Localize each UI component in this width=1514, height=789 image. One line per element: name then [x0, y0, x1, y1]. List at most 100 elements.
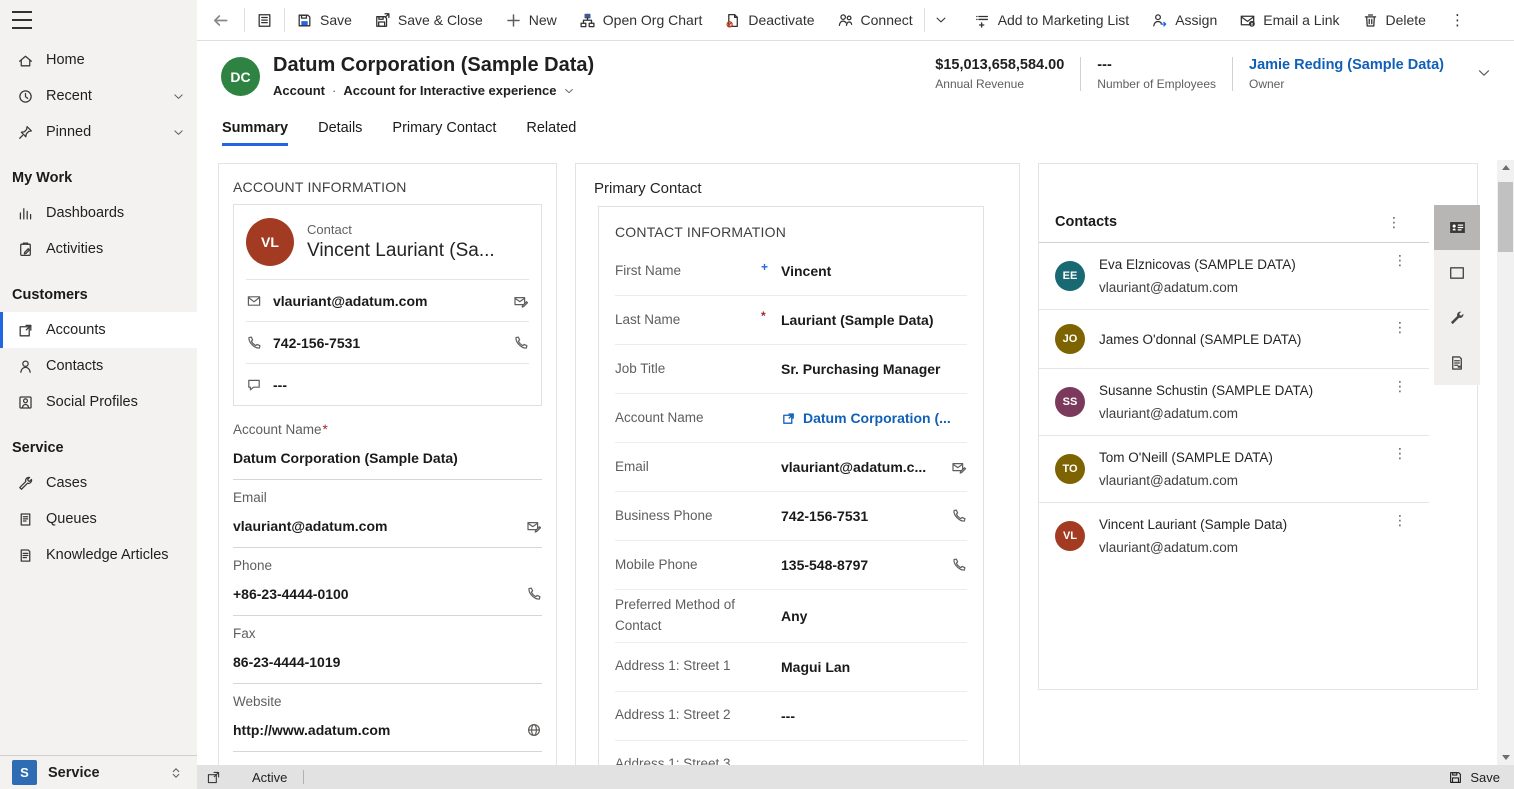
- more-vertical-icon[interactable]: ⋮: [1393, 512, 1407, 528]
- field-mobile-phone[interactable]: Mobile Phone 135-548-8797: [615, 541, 967, 590]
- globe-icon[interactable]: [526, 722, 542, 738]
- tab-related[interactable]: Related: [526, 120, 577, 136]
- field-value[interactable]: Any: [781, 607, 808, 624]
- sidebar-item-queues[interactable]: Queues: [0, 501, 197, 537]
- field-value[interactable]: vlauriant@adatum.com: [233, 518, 388, 534]
- save-button[interactable]: Save: [285, 0, 363, 40]
- contact-email[interactable]: vlauriant@adatum.com: [1099, 540, 1239, 555]
- sidebar-item-social-profiles[interactable]: Social Profiles: [0, 384, 197, 420]
- tab-primary-contact[interactable]: Primary Contact: [392, 120, 497, 136]
- chevron-down-icon[interactable]: [563, 85, 575, 97]
- field-value[interactable]: Datum Corporation (Sample Data): [233, 450, 458, 466]
- tab-summary[interactable]: Summary: [222, 120, 289, 146]
- more-vertical-icon[interactable]: ⋮: [1393, 252, 1407, 268]
- delete-button[interactable]: Delete: [1351, 0, 1437, 40]
- scroll-down-icon[interactable]: [1497, 750, 1514, 765]
- contact-list-item[interactable]: TO Tom O'Neill (SAMPLE DATA) vlauriant@a…: [1039, 436, 1429, 503]
- area-switcher-icon[interactable]: [169, 766, 183, 780]
- field-account-name[interactable]: Account Name* Datum Corporation (Sample …: [233, 412, 542, 480]
- chevron-down-icon[interactable]: [172, 126, 185, 139]
- expand-icon[interactable]: [206, 770, 221, 785]
- send-email-icon[interactable]: [526, 518, 542, 534]
- field-email[interactable]: Email vlauriant@adatum.c...: [615, 443, 967, 492]
- send-email-icon[interactable]: [951, 459, 967, 475]
- contact-name[interactable]: Tom O'Neill (SAMPLE DATA): [1099, 450, 1273, 465]
- collapse-header-chevron[interactable]: [1476, 65, 1492, 81]
- field-value[interactable]: Lauriant (Sample Data): [781, 312, 934, 328]
- field-value[interactable]: 742-156-7531: [781, 508, 869, 524]
- contact-name[interactable]: James O'donnal (SAMPLE DATA): [1099, 331, 1302, 347]
- contact-list-item[interactable]: VL Vincent Lauriant (Sample Data) vlauri…: [1039, 503, 1429, 569]
- more-vertical-icon[interactable]: ⋮: [1393, 445, 1407, 461]
- sidebar-item-pinned[interactable]: Pinned: [0, 114, 197, 150]
- tools-tab[interactable]: [1434, 295, 1480, 340]
- hamburger-icon[interactable]: [12, 11, 32, 29]
- field-value[interactable]: http://www.adatum.com: [233, 722, 391, 738]
- field-value[interactable]: 135-548-8797: [781, 557, 869, 573]
- contact-name[interactable]: Eva Elznicovas (SAMPLE DATA): [1099, 257, 1296, 272]
- phone-icon[interactable]: [526, 586, 542, 602]
- sidebar-item-dashboards[interactable]: Dashboards: [0, 195, 197, 231]
- sidebar-item-cases[interactable]: Cases: [0, 465, 197, 501]
- more-vertical-icon[interactable]: ⋮: [1387, 214, 1401, 230]
- field-value[interactable]: Magui Lan: [781, 658, 851, 675]
- open-org-chart-button[interactable]: Open Org Chart: [568, 0, 714, 40]
- field-last-name[interactable]: Last Name * Lauriant (Sample Data): [615, 296, 967, 345]
- footer-save-button[interactable]: Save: [1448, 770, 1500, 785]
- contact-list-item[interactable]: SS Susanne Schustin (SAMPLE DATA) vlauri…: [1039, 369, 1429, 436]
- contact-email[interactable]: vlauriant@adatum.com: [1099, 406, 1239, 421]
- more-commands-button[interactable]: ⋮: [1437, 0, 1479, 40]
- connect-dropdown-chevron[interactable]: [925, 0, 957, 40]
- field-address1-street3[interactable]: Address 1: Street 3 ---: [615, 741, 967, 765]
- card-contact-name[interactable]: Vincent Lauriant (Sa...: [307, 240, 495, 261]
- save-and-close-button[interactable]: Save & Close: [363, 0, 494, 40]
- add-to-marketing-list-button[interactable]: Add to Marketing List: [963, 0, 1141, 40]
- more-vertical-icon[interactable]: ⋮: [1393, 378, 1407, 394]
- assign-button[interactable]: Assign: [1140, 0, 1228, 40]
- card-phone-value[interactable]: 742-156-7531: [273, 334, 361, 351]
- primary-contact-quick-card[interactable]: VL Contact Vincent Lauriant (Sa... vlaur…: [233, 204, 542, 406]
- back-button[interactable]: [197, 0, 244, 40]
- field-job-title[interactable]: Job Title Sr. Purchasing Manager: [615, 345, 967, 394]
- more-vertical-icon[interactable]: ⋮: [1393, 319, 1407, 335]
- field-fax[interactable]: Fax 86-23-4444-1019: [233, 616, 542, 684]
- account-link[interactable]: Datum Corporation (...: [803, 410, 951, 426]
- form-name[interactable]: Account for Interactive experience: [343, 83, 557, 98]
- field-address1-street1[interactable]: Address 1: Street 1 Magui Lan: [615, 643, 967, 692]
- card-email-value[interactable]: vlauriant@adatum.com: [273, 292, 428, 309]
- chevron-down-icon[interactable]: [172, 90, 185, 103]
- notes-tab[interactable]: [1434, 340, 1480, 385]
- phone-icon[interactable]: [951, 557, 967, 573]
- sidebar-item-home[interactable]: Home: [0, 42, 197, 78]
- owner-link[interactable]: Jamie Reding (Sample Data): [1249, 57, 1444, 73]
- send-email-icon[interactable]: [513, 293, 529, 309]
- sidebar-item-activities[interactable]: Activities: [0, 231, 197, 267]
- field-account-name[interactable]: Account Name Datum Corporation (...: [615, 394, 967, 443]
- area-switcher[interactable]: S Service: [0, 755, 197, 789]
- form-selector-button[interactable]: [245, 0, 284, 40]
- new-button[interactable]: New: [494, 0, 568, 40]
- email-a-link-button[interactable]: Email a Link: [1228, 0, 1350, 40]
- contact-email[interactable]: vlauriant@adatum.com: [1099, 280, 1239, 295]
- phone-icon[interactable]: [951, 508, 967, 524]
- sidebar-item-recent[interactable]: Recent: [0, 78, 197, 114]
- sidebar-item-contacts[interactable]: Contacts: [0, 348, 197, 384]
- contact-card-tab[interactable]: [1434, 205, 1480, 250]
- field-address1-street2[interactable]: Address 1: Street 2 ---: [615, 692, 967, 741]
- field-value[interactable]: vlauriant@adatum.c...: [781, 459, 927, 475]
- field-value[interactable]: +86-23-4444-0100: [233, 586, 349, 602]
- field-website[interactable]: Website http://www.adatum.com: [233, 684, 542, 752]
- field-preferred-method-of-contact[interactable]: Preferred Method of Contact Any: [615, 590, 967, 643]
- connect-button[interactable]: Connect: [826, 0, 924, 40]
- field-value[interactable]: ---: [781, 756, 795, 765]
- sidebar-item-accounts[interactable]: Accounts: [0, 312, 197, 348]
- field-value[interactable]: 86-23-4444-1019: [233, 654, 341, 670]
- deactivate-button[interactable]: Deactivate: [713, 0, 825, 40]
- form-tab[interactable]: [1434, 250, 1480, 295]
- phone-icon[interactable]: [513, 335, 529, 351]
- scroll-up-icon[interactable]: [1497, 160, 1514, 175]
- field-email[interactable]: Email vlauriant@adatum.com: [233, 480, 542, 548]
- vertical-scrollbar[interactable]: [1497, 160, 1514, 765]
- contact-name[interactable]: Susanne Schustin (SAMPLE DATA): [1099, 383, 1314, 398]
- field-value[interactable]: ---: [781, 707, 795, 724]
